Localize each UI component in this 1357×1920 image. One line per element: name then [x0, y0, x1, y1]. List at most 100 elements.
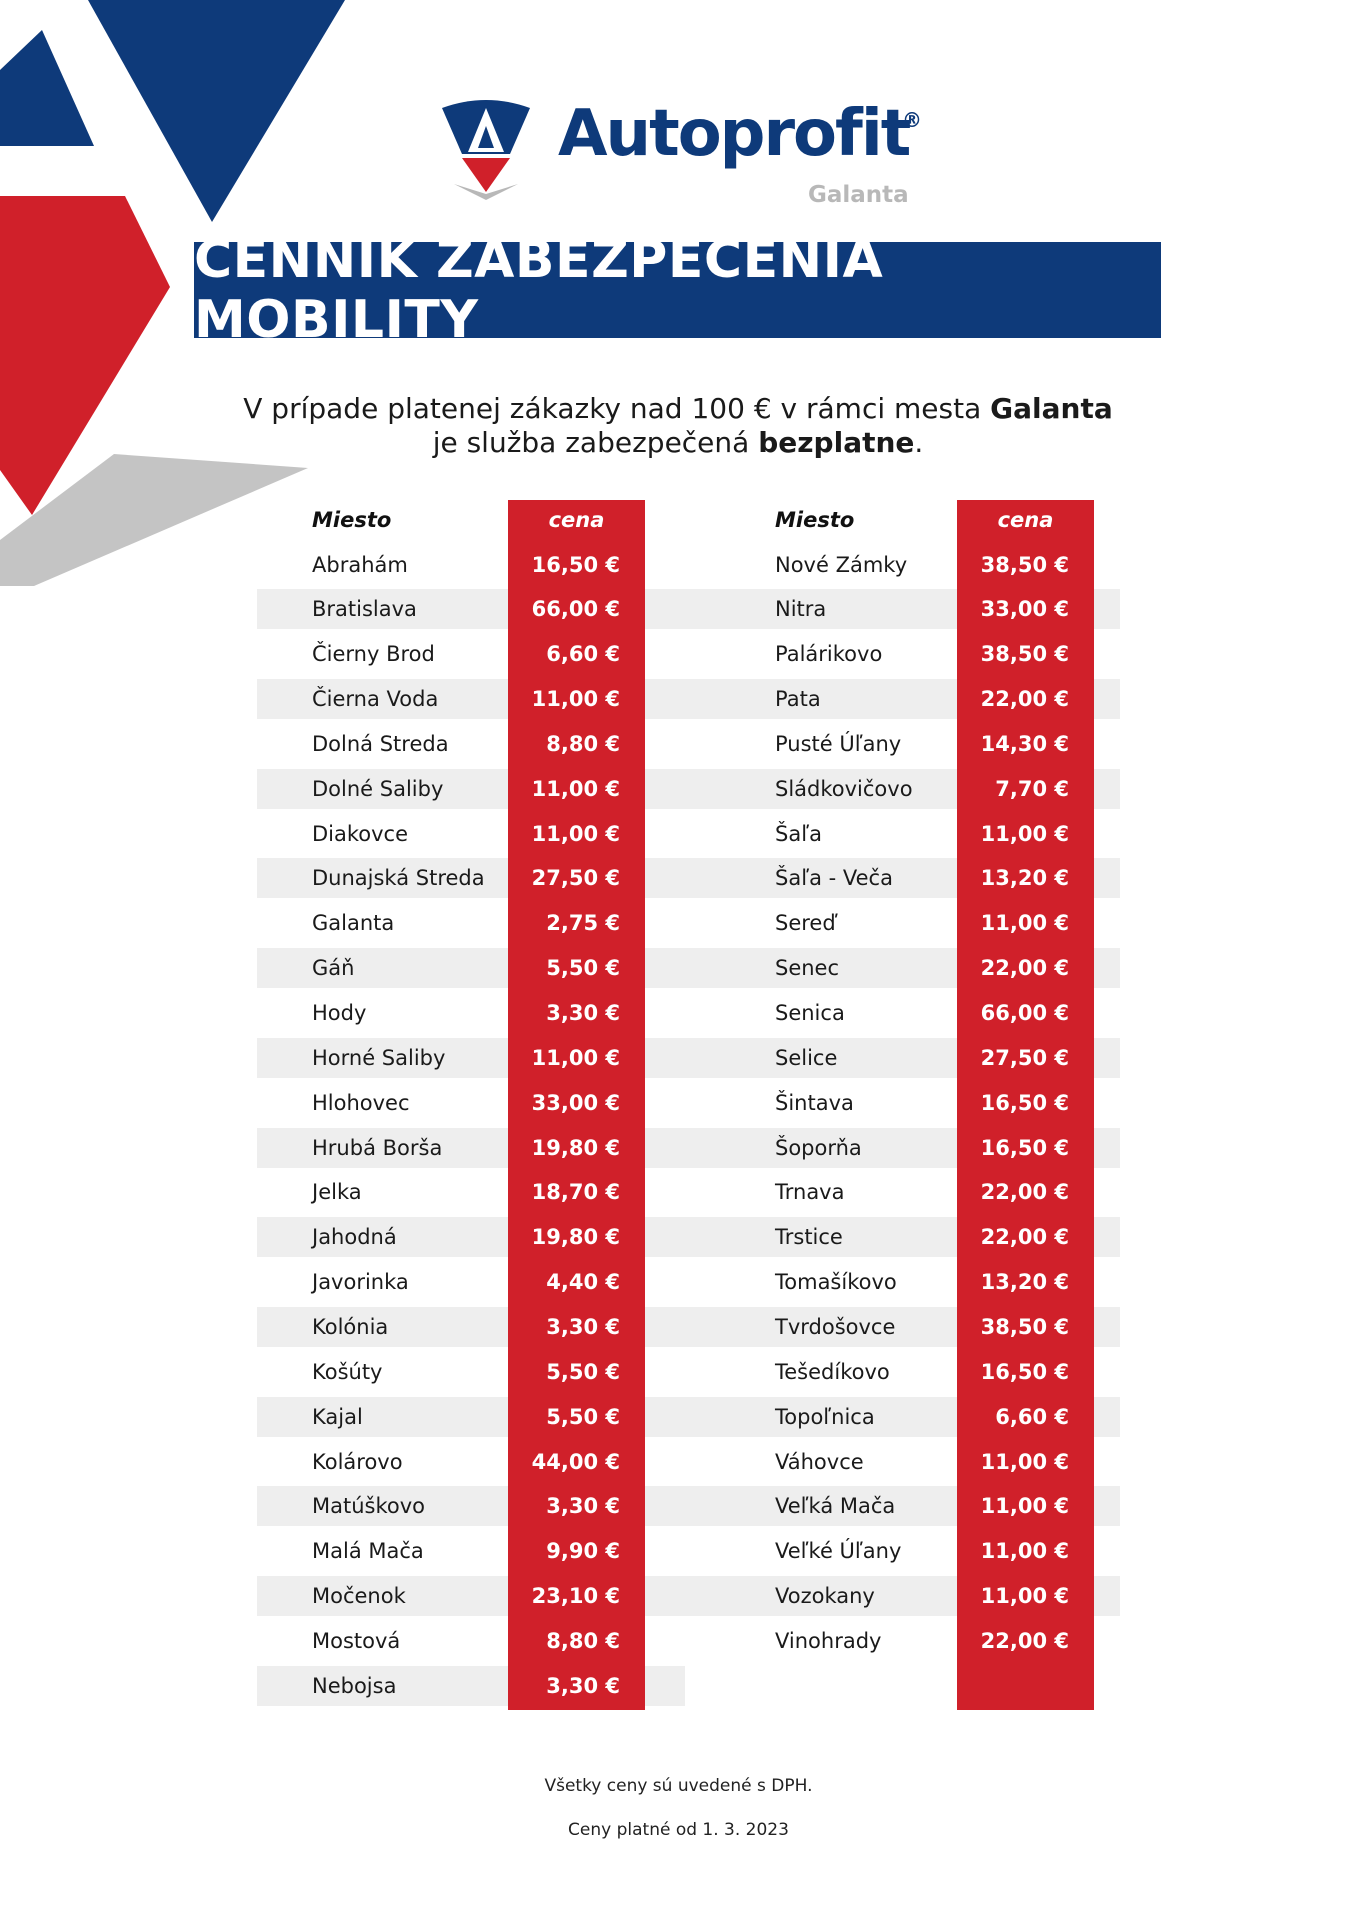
place-name: Čierna Voda — [312, 687, 439, 711]
place-price: 18,70 € — [531, 1180, 620, 1204]
place-name: Dolná Streda — [312, 732, 449, 756]
place-price: 3,30 € — [546, 1315, 620, 1339]
place-price: 44,00 € — [531, 1450, 620, 1474]
place-price: 22,00 € — [980, 956, 1069, 980]
place-name: Vinohrady — [775, 1629, 882, 1653]
price-column-left — [508, 500, 645, 1710]
brand-logo: Autoprofit ® Galanta — [436, 96, 936, 208]
registered-mark: ® — [902, 108, 922, 132]
place-name: Nebojsa — [312, 1674, 397, 1698]
place-name: Tešedíkovo — [775, 1360, 890, 1384]
place-name: Šoporňa — [775, 1136, 862, 1160]
deco-navy-big-triangle — [88, 0, 345, 222]
page-title: CENNÍK ZABEZPEČENIA MOBILITY — [194, 230, 884, 350]
place-name: Sereď — [775, 911, 836, 935]
place-name: Šaľa - Veča — [775, 866, 893, 890]
deco-red-diamond — [0, 196, 170, 515]
vat-note: Všetky ceny sú uvedené s DPH. — [544, 1776, 813, 1796]
place-name: Trnava — [775, 1180, 845, 1204]
intro-line-1-text: V prípade platenej zákazky nad 100 € v r… — [243, 392, 991, 425]
place-price: 27,50 € — [531, 866, 620, 890]
place-name: Kolónia — [312, 1315, 389, 1339]
place-price: 8,80 € — [546, 732, 620, 756]
deco-gray-wing — [0, 454, 308, 586]
place-price: 38,50 € — [980, 642, 1069, 666]
place-name: Sládkovičovo — [775, 777, 913, 801]
intro-line-2-end: . — [914, 426, 924, 459]
place-name: Galanta — [312, 911, 395, 935]
place-price: 19,80 € — [531, 1136, 620, 1160]
place-price: 22,00 € — [980, 1180, 1069, 1204]
place-price: 13,20 € — [980, 1270, 1069, 1294]
place-name: Tvrdošovce — [775, 1315, 896, 1339]
place-price: 16,50 € — [980, 1091, 1069, 1115]
place-name: Malá Mača — [312, 1539, 424, 1563]
place-name: Pata — [775, 687, 821, 711]
place-price: 14,30 € — [980, 732, 1069, 756]
place-name: Hlohovec — [312, 1091, 410, 1115]
place-name: Veľké Úľany — [775, 1539, 902, 1563]
brand-branch: Galanta — [808, 182, 909, 208]
place-price: 11,00 € — [980, 1584, 1069, 1608]
place-name: Hody — [312, 1001, 367, 1025]
place-price: 22,00 € — [980, 1225, 1069, 1249]
place-price: 3,30 € — [546, 1674, 620, 1698]
intro-line-2-text: je služba zabezpečená — [432, 426, 759, 459]
place-name: Nové Zámky — [775, 553, 908, 577]
place-name: Šaľa — [775, 822, 822, 846]
corner-logo-decoration — [0, 0, 345, 586]
place-price: 13,20 € — [980, 866, 1069, 890]
place-name: Topoľnica — [775, 1405, 875, 1429]
place-price: 22,00 € — [980, 1629, 1069, 1653]
place-price: 38,50 € — [980, 1315, 1069, 1339]
intro-free: bezplatne — [758, 426, 915, 459]
place-price: 5,50 € — [546, 1405, 620, 1429]
place-name: Abrahám — [312, 553, 408, 577]
place-name: Javorinka — [312, 1270, 409, 1294]
deco-navy-left-triangle — [0, 30, 94, 146]
place-name: Gáň — [312, 956, 355, 980]
place-price: 66,00 € — [980, 1001, 1069, 1025]
place-price: 33,00 € — [531, 1091, 620, 1115]
place-name: Tomašíkovo — [775, 1270, 897, 1294]
place-name: Palárikovo — [775, 642, 883, 666]
place-price: 3,30 € — [546, 1001, 620, 1025]
place-name: Horné Saliby — [312, 1046, 446, 1070]
place-price: 16,50 € — [980, 1360, 1069, 1384]
place-name: Dunajská Streda — [312, 866, 485, 890]
intro-text: V prípade platenej zákazky nad 100 € v r… — [178, 392, 1178, 460]
place-price: 11,00 € — [531, 822, 620, 846]
place-price: 11,00 € — [531, 687, 620, 711]
place-price: 66,00 € — [531, 597, 620, 621]
place-price: 8,80 € — [546, 1629, 620, 1653]
place-price: 16,50 € — [980, 1136, 1069, 1160]
place-name: Selice — [775, 1046, 838, 1070]
autoprofit-a-shield-icon — [442, 100, 530, 200]
place-price: 38,50 € — [980, 553, 1069, 577]
intro-city: Galanta — [990, 392, 1113, 425]
place-price: 11,00 € — [531, 777, 620, 801]
place-name: Čierny Brod — [312, 642, 435, 666]
place-name: Trstice — [775, 1225, 843, 1249]
place-name: Kajal — [312, 1405, 363, 1429]
place-price: 11,00 € — [980, 1494, 1069, 1518]
place-name: Bratislava — [312, 597, 417, 621]
place-name: Diakovce — [312, 822, 409, 846]
place-name: Senec — [775, 956, 840, 980]
place-price: 4,40 € — [546, 1270, 620, 1294]
place-name: Váhovce — [775, 1450, 864, 1474]
place-name: Pusté Úľany — [775, 732, 902, 756]
place-price: 19,80 € — [531, 1225, 620, 1249]
place-name: Šintava — [775, 1091, 854, 1115]
place-price: 9,90 € — [546, 1539, 620, 1563]
place-name: Hrubá Borša — [312, 1136, 443, 1160]
place-price: 2,75 € — [546, 911, 620, 935]
header-place-left: Miesto — [312, 508, 392, 532]
place-name: Senica — [775, 1001, 845, 1025]
place-name: Močenok — [312, 1584, 406, 1608]
place-price: 6,60 € — [995, 1405, 1069, 1429]
place-name: Vozokany — [775, 1584, 875, 1608]
price-column-right — [957, 500, 1094, 1710]
place-price: 5,50 € — [546, 1360, 620, 1384]
place-name: Nitra — [775, 597, 827, 621]
